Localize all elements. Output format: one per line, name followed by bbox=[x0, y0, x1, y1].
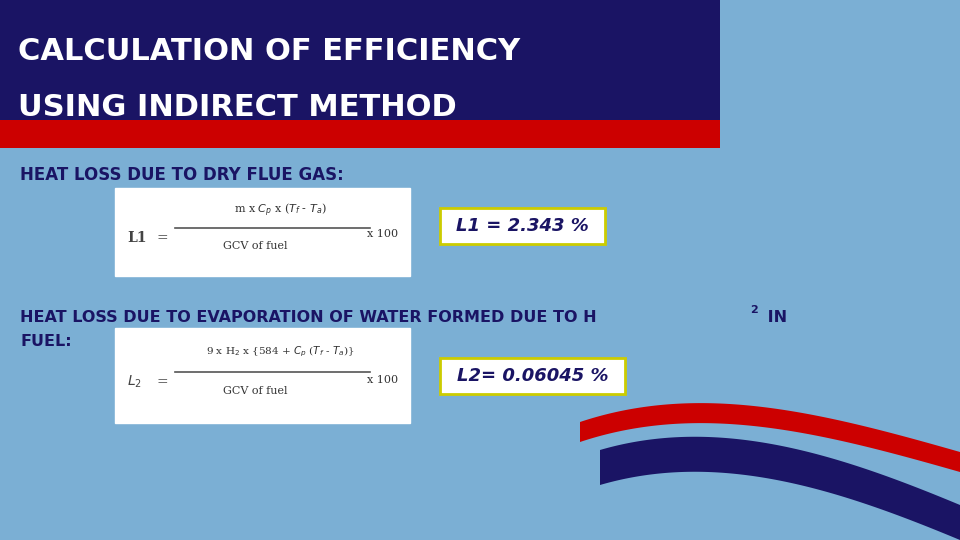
Polygon shape bbox=[580, 403, 960, 472]
Text: x 100: x 100 bbox=[368, 375, 398, 385]
Text: USING INDIRECT METHOD: USING INDIRECT METHOD bbox=[18, 93, 457, 123]
Text: x 100: x 100 bbox=[368, 229, 398, 239]
Text: $L_2$: $L_2$ bbox=[127, 374, 142, 390]
Bar bbox=[115, 188, 410, 276]
Text: L1: L1 bbox=[127, 231, 147, 245]
Text: HEAT LOSS DUE TO DRY FLUE GAS:: HEAT LOSS DUE TO DRY FLUE GAS: bbox=[20, 166, 344, 184]
Text: L2= 0.06045 %: L2= 0.06045 % bbox=[457, 367, 609, 385]
Text: 2: 2 bbox=[750, 305, 757, 315]
Text: GCV of fuel: GCV of fuel bbox=[223, 386, 287, 396]
Text: CALCULATION OF EFFICIENCY: CALCULATION OF EFFICIENCY bbox=[18, 37, 520, 66]
Bar bbox=[440, 358, 625, 394]
Text: GCV of fuel: GCV of fuel bbox=[223, 241, 287, 251]
Bar bbox=[440, 208, 605, 244]
Polygon shape bbox=[600, 437, 960, 540]
Text: =: = bbox=[157, 375, 169, 389]
Text: =: = bbox=[157, 231, 169, 245]
Text: L1 = 2.343 %: L1 = 2.343 % bbox=[456, 217, 588, 235]
Text: IN: IN bbox=[762, 310, 787, 326]
Text: HEAT LOSS DUE TO EVAPORATION OF WATER FORMED DUE TO H: HEAT LOSS DUE TO EVAPORATION OF WATER FO… bbox=[20, 310, 596, 326]
Text: FUEL:: FUEL: bbox=[20, 334, 72, 349]
Bar bbox=[0, 0, 720, 148]
Text: m x $C_p$ x ($T_f$ - $T_a$): m x $C_p$ x ($T_f$ - $T_a$) bbox=[233, 201, 326, 219]
Text: 9 x H$_2$ x {584 + $C_p$ ($T_f$ - $T_a$)}: 9 x H$_2$ x {584 + $C_p$ ($T_f$ - $T_a$)… bbox=[205, 345, 354, 359]
Bar bbox=[0, 120, 720, 148]
Bar bbox=[115, 328, 410, 423]
